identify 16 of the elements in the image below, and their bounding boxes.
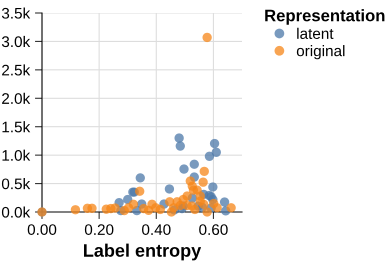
y-tick-label: 0.0k [2,206,30,218]
legend-title: Representation [265,9,384,25]
x-tick-label: 0.40 [142,224,171,236]
y-tick-label: 1.5k [2,121,30,132]
y-tick-label: 3.0k [2,36,30,48]
x-tick-label: 0.60 [199,224,228,236]
y-tick-label: 2.0k [2,92,30,104]
y-tick-label: 1.0k [2,150,30,161]
legend-label: original [296,45,344,60]
y-tick-label: 3.5k [2,7,30,19]
y-tick-label: 2.5k [2,64,30,76]
legend-label: latent [297,28,334,39]
x-tick-label: 0.00 [28,224,56,236]
x-axis-title: Label entropy [84,244,202,260]
x-tick-label: 0.20 [84,224,114,236]
y-tick-label: 0.5k [2,178,30,190]
